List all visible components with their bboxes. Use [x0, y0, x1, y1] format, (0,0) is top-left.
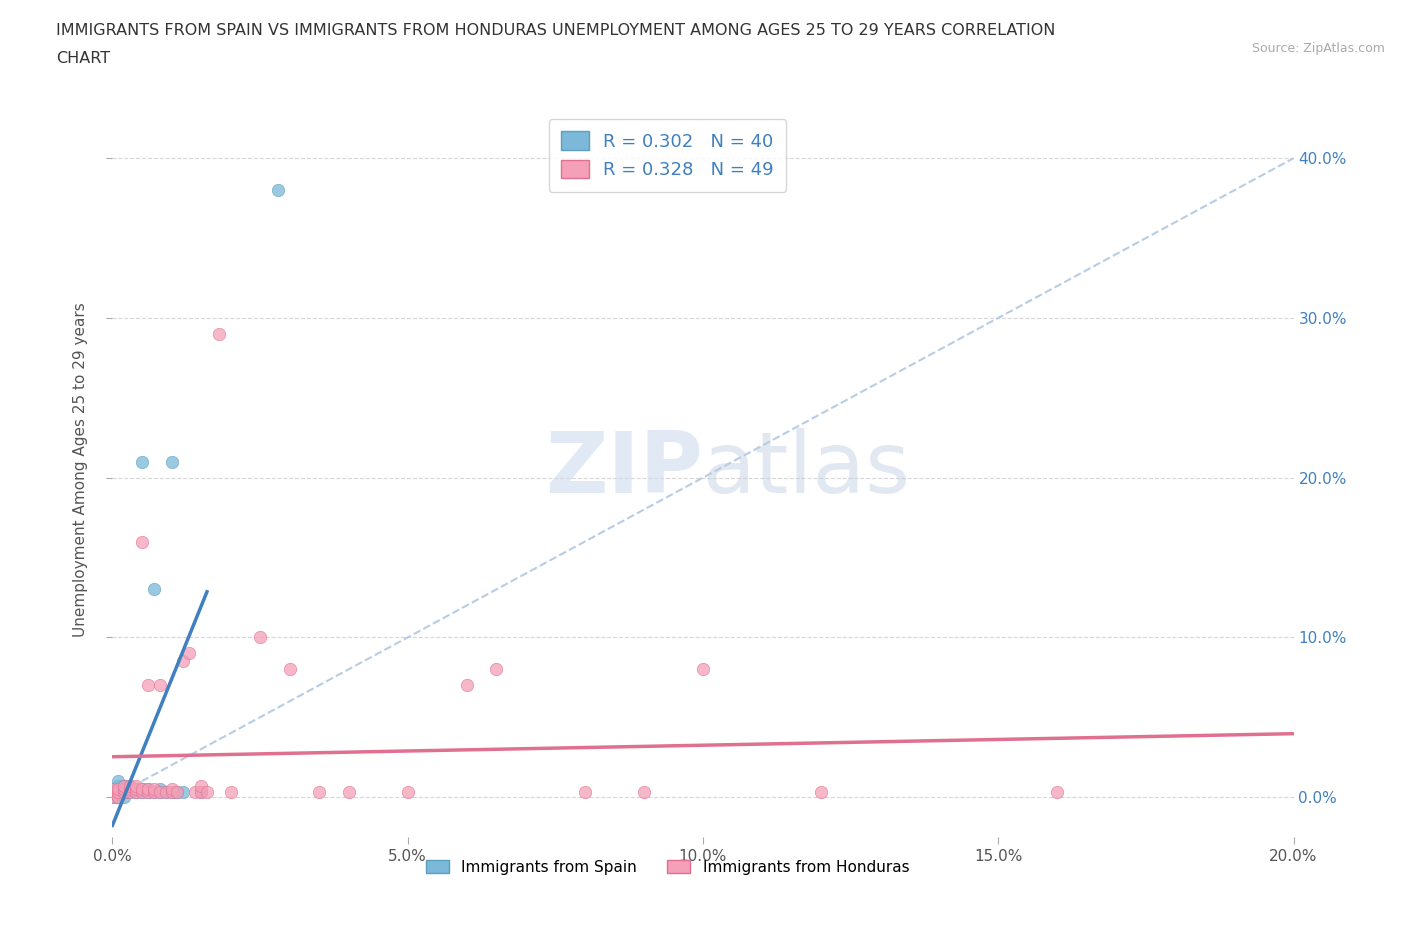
Point	[107, 781, 129, 796]
Point	[136, 781, 159, 796]
Point	[107, 778, 129, 793]
Point	[155, 785, 177, 800]
Point	[120, 778, 142, 793]
Point	[166, 785, 188, 800]
Point	[112, 785, 135, 800]
Point	[112, 781, 135, 796]
Point	[149, 781, 172, 796]
Point	[107, 785, 129, 800]
Point	[107, 790, 129, 804]
Point	[125, 785, 148, 800]
Point	[190, 785, 212, 800]
Text: atlas: atlas	[703, 428, 911, 512]
Point	[136, 785, 159, 800]
Point	[172, 785, 194, 800]
Text: IMMIGRANTS FROM SPAIN VS IMMIGRANTS FROM HONDURAS UNEMPLOYMENT AMONG AGES 25 TO : IMMIGRANTS FROM SPAIN VS IMMIGRANTS FROM…	[56, 23, 1056, 38]
Legend: Immigrants from Spain, Immigrants from Honduras: Immigrants from Spain, Immigrants from H…	[420, 854, 915, 881]
Point	[166, 785, 188, 800]
Point	[155, 785, 177, 800]
Point	[456, 678, 478, 693]
Point	[125, 781, 148, 796]
Point	[149, 785, 172, 800]
Text: ZIP: ZIP	[546, 428, 703, 512]
Text: Source: ZipAtlas.com: Source: ZipAtlas.com	[1251, 42, 1385, 55]
Point	[142, 785, 165, 800]
Point	[107, 774, 129, 789]
Point	[136, 785, 159, 800]
Point	[125, 781, 148, 796]
Text: CHART: CHART	[56, 51, 110, 66]
Point	[131, 781, 153, 796]
Point	[101, 790, 124, 804]
Point	[101, 785, 124, 800]
Point	[131, 785, 153, 800]
Point	[633, 785, 655, 800]
Point	[101, 781, 124, 796]
Point	[184, 785, 207, 800]
Point	[107, 790, 129, 804]
Point	[131, 454, 153, 469]
Y-axis label: Unemployment Among Ages 25 to 29 years: Unemployment Among Ages 25 to 29 years	[73, 302, 89, 637]
Point	[101, 785, 124, 800]
Point	[160, 785, 183, 800]
Point	[120, 778, 142, 793]
Point	[1046, 785, 1069, 800]
Point	[120, 785, 142, 800]
Point	[101, 790, 124, 804]
Point	[208, 326, 231, 341]
Point	[190, 785, 212, 800]
Point	[160, 454, 183, 469]
Point	[101, 785, 124, 800]
Point	[142, 785, 165, 800]
Point	[160, 781, 183, 796]
Point	[142, 582, 165, 597]
Point	[101, 790, 124, 804]
Point	[120, 781, 142, 796]
Point	[125, 785, 148, 800]
Point	[107, 790, 129, 804]
Point	[112, 778, 135, 793]
Point	[179, 646, 201, 661]
Point	[112, 785, 135, 800]
Point	[120, 781, 142, 796]
Point	[136, 678, 159, 693]
Point	[195, 785, 218, 800]
Point	[149, 678, 172, 693]
Point	[278, 662, 301, 677]
Point	[101, 781, 124, 796]
Point	[249, 630, 271, 644]
Point	[692, 662, 714, 677]
Point	[142, 781, 165, 796]
Point	[574, 785, 596, 800]
Point	[131, 534, 153, 549]
Point	[136, 781, 159, 796]
Point	[112, 778, 135, 793]
Point	[112, 778, 135, 793]
Point	[810, 785, 832, 800]
Point	[219, 785, 242, 800]
Point	[337, 785, 360, 800]
Point	[120, 785, 142, 800]
Point	[149, 785, 172, 800]
Point	[112, 781, 135, 796]
Point	[125, 778, 148, 793]
Point	[107, 785, 129, 800]
Point	[120, 781, 142, 796]
Point	[172, 654, 194, 669]
Point	[160, 785, 183, 800]
Point	[485, 662, 508, 677]
Point	[112, 785, 135, 800]
Point	[125, 781, 148, 796]
Point	[396, 785, 419, 800]
Point	[267, 182, 290, 197]
Point	[190, 778, 212, 793]
Point	[131, 785, 153, 800]
Point	[112, 790, 135, 804]
Point	[308, 785, 330, 800]
Point	[131, 781, 153, 796]
Point	[107, 781, 129, 796]
